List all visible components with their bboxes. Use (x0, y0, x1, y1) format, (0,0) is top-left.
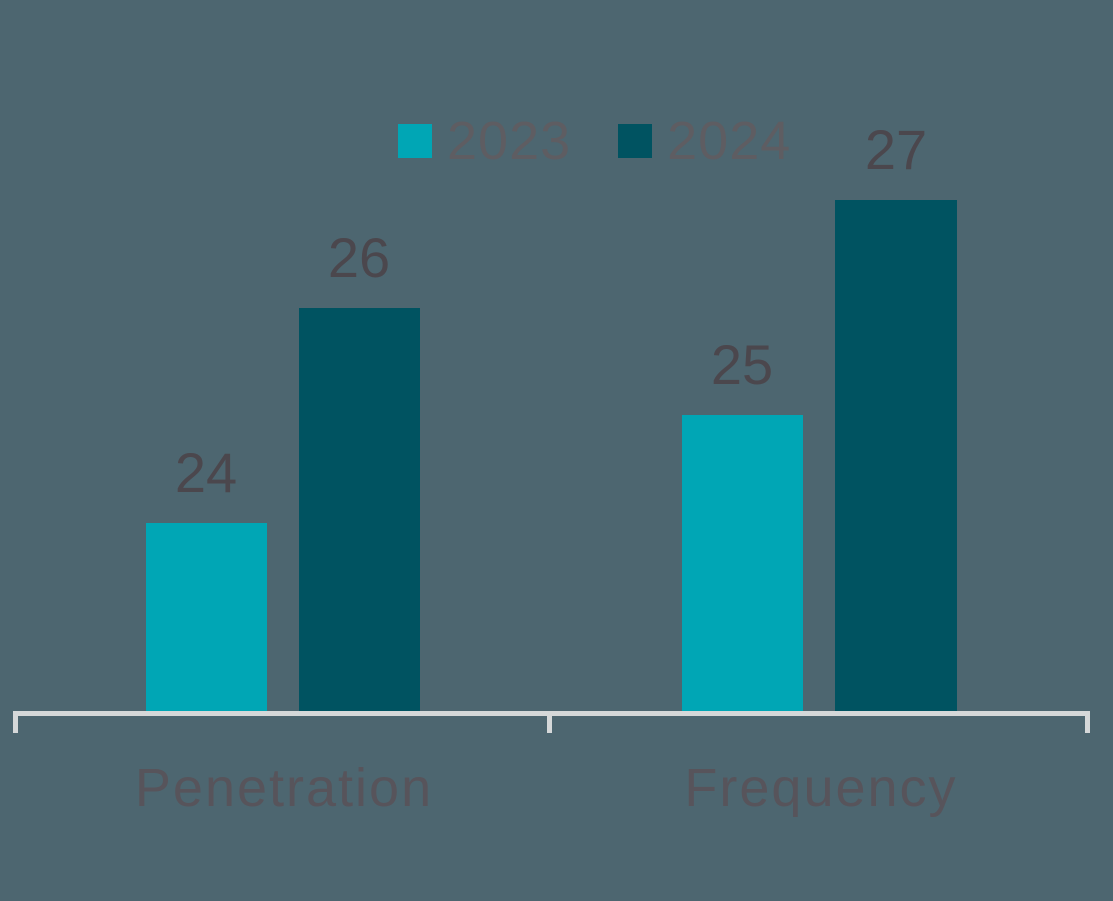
chart-legend: 2023 2024 (398, 113, 791, 169)
legend-label-2023: 2023 (447, 111, 572, 171)
legend-item-2023: 2023 (398, 113, 571, 169)
x-axis-tick-right (1085, 711, 1090, 733)
category-label-frequency: Frequency (684, 758, 958, 818)
bar-penetration-2024 (299, 308, 420, 711)
legend-swatch-2023-icon (398, 124, 432, 158)
x-axis-tick-left (13, 711, 18, 733)
value-label-penetration-2024: 26 (327, 226, 391, 289)
bar-frequency-2024 (835, 200, 957, 711)
value-label-frequency-2023: 25 (710, 333, 774, 396)
legend-label-2024: 2024 (667, 111, 792, 171)
value-label-penetration-2023: 24 (174, 441, 238, 504)
category-label-penetration: Penetration (134, 758, 434, 818)
bar-frequency-2023 (682, 415, 803, 711)
value-label-frequency-2024: 27 (864, 118, 928, 181)
legend-swatch-2024-icon (618, 124, 653, 158)
x-axis-tick-middle (547, 711, 552, 733)
legend-item-2024: 2024 (618, 113, 791, 169)
bar-penetration-2023 (146, 523, 267, 711)
